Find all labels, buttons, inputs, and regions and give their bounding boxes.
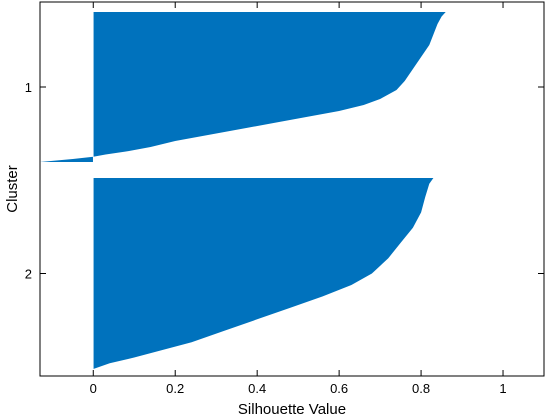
x-tick-label: 0.8 [412, 381, 430, 396]
x-tick-label: 0.2 [166, 381, 184, 396]
cluster-silhouettes [40, 12, 446, 369]
x-tick-label: 1 [499, 381, 506, 396]
y-tick-label: 1 [25, 80, 32, 95]
y-axis-title: Cluster [4, 165, 21, 213]
cluster-2-silhouette [93, 178, 434, 369]
plot-area [39, 1, 545, 377]
plot-frame [39, 1, 545, 377]
y-tick-label: 2 [25, 267, 32, 282]
y-axis-ticks: 12 [25, 80, 544, 282]
x-axis-title: Silhouette Value [238, 401, 346, 418]
x-tick-label: 0 [90, 381, 97, 396]
cluster-1-silhouette [40, 12, 446, 162]
x-tick-label: 0.4 [248, 381, 266, 396]
x-axis-ticks: 0 0.2 0.4 0.6 0.8 1 [90, 2, 507, 396]
x-tick-label: 0.6 [330, 381, 348, 396]
